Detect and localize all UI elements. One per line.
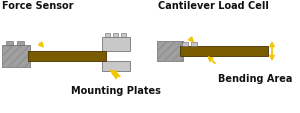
Text: Cantilever Load Cell: Cantilever Load Cell <box>158 1 269 11</box>
Bar <box>113 34 118 38</box>
Bar <box>157 42 183 61</box>
Bar <box>191 43 197 47</box>
Bar <box>102 38 130 52</box>
Bar <box>182 43 188 47</box>
Bar <box>17 42 24 46</box>
Text: Force Sensor: Force Sensor <box>2 1 73 11</box>
Bar <box>2 46 30 67</box>
Text: Bending Area: Bending Area <box>218 73 292 83</box>
Text: Mounting Plates: Mounting Plates <box>71 85 161 95</box>
Bar <box>157 42 183 61</box>
Bar <box>6 42 13 46</box>
Bar <box>180 47 268 56</box>
Bar <box>28 52 106 61</box>
Bar <box>105 34 110 38</box>
Bar <box>2 46 30 67</box>
Bar <box>121 34 126 38</box>
Bar <box>102 61 130 71</box>
